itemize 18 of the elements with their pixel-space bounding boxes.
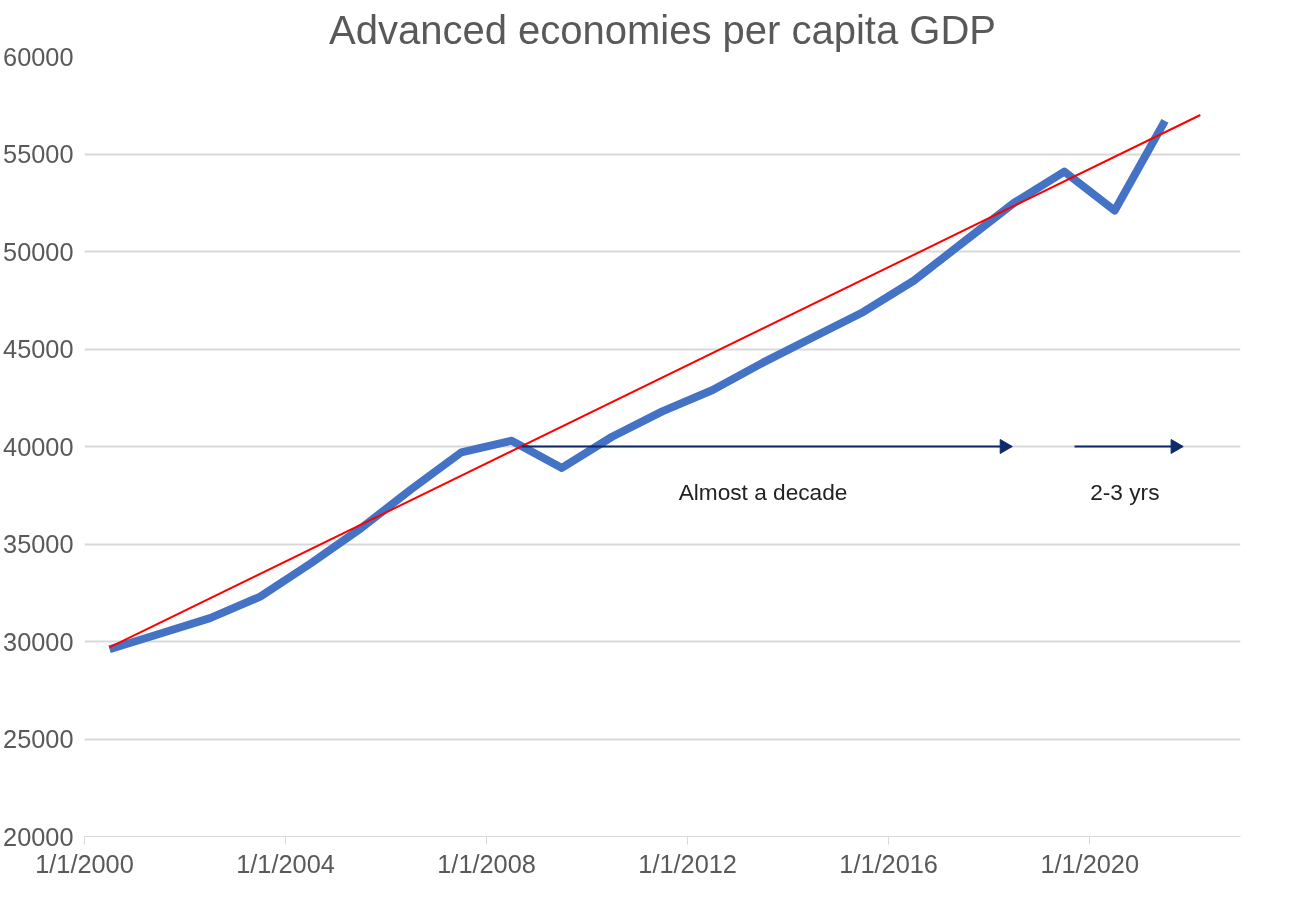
y-tick-label: 50000 <box>3 237 74 266</box>
x-tick-label: 1/1/2012 <box>638 849 737 878</box>
x-tick-label: 1/1/2016 <box>839 849 938 878</box>
y-tick-label: 45000 <box>3 335 74 363</box>
x-tick-label: 1/1/2020 <box>1040 849 1139 878</box>
y-tick-label: 60000 <box>3 42 74 71</box>
y-tick-label: 25000 <box>3 725 74 753</box>
x-tick-label: 1/1/2004 <box>236 849 335 878</box>
x-tick-label: 1/1/2000 <box>35 849 134 878</box>
x-tick-label: 1/1/2008 <box>437 849 536 878</box>
y-tick-label: 30000 <box>3 627 74 656</box>
y-tick-label: 35000 <box>3 530 74 558</box>
annotation: Almost a decade <box>678 478 848 505</box>
chart-title: Advanced economies per capita GDP <box>328 7 997 52</box>
annotation: 2-3 yrs <box>1090 478 1160 505</box>
y-tick-label: 40000 <box>3 432 74 461</box>
y-tick-label: 55000 <box>3 140 74 168</box>
y-tick-label: 20000 <box>3 822 74 851</box>
